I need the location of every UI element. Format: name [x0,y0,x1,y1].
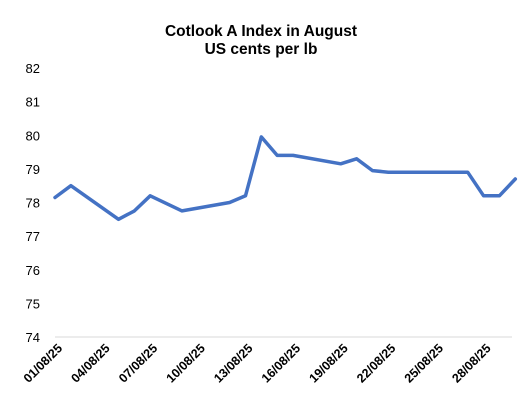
data-point [53,196,57,200]
data-point [386,170,390,174]
data-point [228,201,232,205]
y-tick-label: 75 [26,296,40,311]
data-point [69,184,73,188]
y-tick-label: 74 [26,330,40,345]
x-tick-label: 13/08/25 [211,341,255,385]
x-tick-label: 10/08/25 [164,341,208,385]
x-tick-label: 16/08/25 [259,341,303,385]
chart-subtitle: US cents per lb [204,41,318,58]
y-axis: 74 75 76 77 78 79 80 81 82 [26,61,40,345]
data-point [497,194,501,198]
data-point [275,153,279,157]
data-point [371,169,375,173]
data-point [482,194,486,198]
y-tick-label: 77 [26,229,40,244]
x-axis: 01/08/25 04/08/25 07/08/25 10/08/25 13/08/25… [21,336,512,386]
series-layer [53,135,518,222]
y-tick-label: 82 [26,61,40,76]
y-tick-label: 81 [26,95,40,110]
data-point [259,135,263,139]
y-tick-label: 76 [26,263,40,278]
data-point [466,170,470,174]
data-point [117,217,121,221]
data-point [244,194,248,198]
x-tick-label: 28/08/25 [449,341,493,385]
data-point [180,209,184,213]
x-tick-label: 07/08/25 [116,341,160,385]
x-tick-label: 01/08/25 [21,341,65,385]
y-tick-label: 80 [26,128,40,143]
data-point [513,177,517,181]
data-point [132,209,136,213]
data-point [339,162,343,166]
x-tick-label: 25/08/25 [402,341,446,385]
y-tick-label: 79 [26,162,40,177]
data-point [355,157,359,161]
chart-title: Cotlook A Index in August [164,23,358,40]
x-tick-label: 04/08/25 [68,341,112,385]
x-tick-label: 19/08/25 [307,341,351,385]
data-point [148,194,152,198]
data-point [291,153,295,157]
y-tick-label: 78 [26,196,40,211]
series-line [53,135,518,222]
x-tick-label: 22/08/25 [354,341,398,385]
